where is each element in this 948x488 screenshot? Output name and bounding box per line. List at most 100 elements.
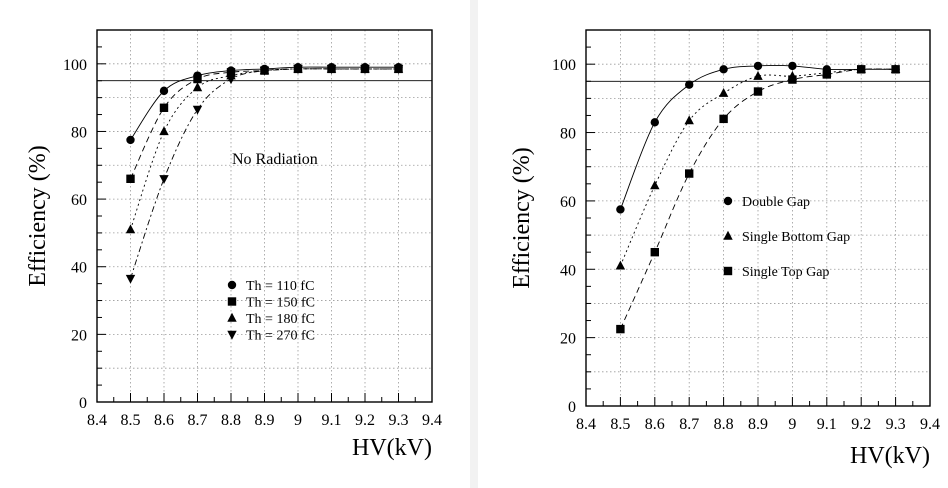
grid — [586, 30, 930, 406]
legend-marker — [723, 266, 733, 276]
data-point — [360, 65, 370, 75]
data-point — [615, 260, 626, 270]
data-point — [126, 135, 135, 145]
x-axis-label: HV(kV) — [352, 435, 432, 461]
data-point — [126, 174, 135, 183]
x-tick-label: 8.8 — [221, 412, 241, 429]
data-point — [857, 65, 866, 74]
y-axis-label: Efficiency (%) — [509, 147, 535, 288]
efficiency-chart-gap-configurations: 8.4 8.5 8.6 8.7 8.8 8.9 9 9.1 9.2 9.3 9.4 0 20 40 60 80… — [509, 29, 940, 469]
legend-marker — [227, 280, 237, 290]
legend-label: Th = 180 fC — [246, 312, 315, 327]
x-tick-label: 9 — [788, 416, 796, 433]
panel-separator — [470, 0, 478, 488]
chart-panel-right: 8.4 8.5 8.6 8.7 8.8 8.9 9 9.1 9.2 9.3 9.4 0 20 40 60 80… — [478, 0, 948, 488]
legend-marker — [723, 230, 733, 240]
legend-marker — [723, 196, 733, 206]
x-tick-label: 9.3 — [389, 412, 409, 429]
x-tick-label: 8.4 — [87, 412, 107, 429]
data-point — [685, 80, 694, 89]
x-tick-label: 8.9 — [748, 416, 768, 433]
data-point — [616, 205, 625, 214]
data-point — [822, 70, 831, 79]
data-point — [650, 118, 659, 127]
x-tick-label: 8.5 — [121, 412, 141, 429]
x-tick-label: 9 — [294, 412, 302, 429]
data-point — [393, 65, 404, 75]
data-point — [125, 274, 136, 284]
data-point — [650, 247, 659, 257]
legend-label: Double Gap — [742, 195, 810, 210]
y-tick-label: 0 — [568, 399, 576, 416]
chart-annotation: No Radiation — [232, 151, 318, 168]
legend: Double Gap Single Bottom Gap Single Top Ga… — [723, 195, 850, 280]
series-line — [619, 68, 896, 330]
data-point — [159, 175, 169, 184]
y-tick-label: 40 — [71, 260, 87, 277]
data-point — [326, 65, 337, 75]
x-tick-label: 8.5 — [610, 416, 630, 433]
legend-marker — [227, 297, 237, 306]
data-point — [753, 70, 763, 80]
x-tick-label: 9.4 — [422, 412, 442, 429]
data-point — [719, 65, 728, 74]
legend-marker — [227, 330, 237, 340]
x-tick-label: 8.6 — [645, 416, 665, 433]
data-point — [753, 61, 763, 71]
data-point — [125, 224, 136, 234]
y-axis-label: Efficiency (%) — [25, 145, 51, 286]
x-tick-label: 9.1 — [322, 412, 342, 429]
legend-label: Th = 150 fC — [246, 296, 315, 311]
data-point — [616, 324, 625, 334]
x-tick-label: 9.4 — [920, 416, 940, 433]
series-line — [130, 68, 399, 279]
data-point — [159, 103, 169, 112]
axis-ticks — [96, 29, 433, 403]
y-tick-label: 40 — [560, 262, 576, 279]
y-tick-label: 100 — [552, 57, 576, 74]
x-tick-label: 9.2 — [851, 416, 871, 433]
data-point — [193, 74, 202, 84]
x-tick-label: 8.7 — [188, 412, 208, 429]
y-tick-label: 80 — [71, 124, 87, 141]
grid — [97, 30, 432, 402]
data-point — [159, 126, 169, 136]
data-point — [226, 75, 236, 85]
series-3 — [125, 65, 404, 284]
y-tick-label: 60 — [560, 194, 576, 211]
y-tick-label: 20 — [560, 331, 576, 348]
x-axis-label: HV(kV) — [850, 443, 930, 469]
x-tick-label: 8.6 — [154, 412, 174, 429]
series-line — [130, 68, 399, 230]
legend-marker — [227, 312, 237, 322]
data-point — [719, 114, 728, 124]
data-point — [684, 115, 694, 125]
x-tick-label: 9.2 — [355, 412, 375, 429]
series-2 — [616, 65, 900, 334]
y-tick-label: 100 — [63, 57, 87, 74]
efficiency-chart-no-radiation: 8.4 8.5 8.6 8.7 8.8 8.9 9 9.1 9.2 9.3 9.4 0 20 40 60 80… — [25, 29, 442, 461]
data-point — [192, 105, 203, 115]
x-tick-label: 8.7 — [679, 416, 699, 433]
y-tick-label: 0 — [79, 395, 87, 412]
data-point — [159, 86, 169, 96]
legend-label: Single Bottom Gap — [742, 230, 850, 245]
x-tick-label: 8.9 — [255, 412, 275, 429]
data-point — [192, 82, 203, 92]
data-point — [650, 180, 660, 190]
data-point — [753, 87, 763, 96]
data-point — [718, 88, 729, 97]
chart-panel-left: 8.4 8.5 8.6 8.7 8.8 8.9 9 9.1 9.2 9.3 9.4 0 20 40 60 80… — [0, 0, 470, 488]
y-tick-label: 20 — [71, 327, 87, 344]
data-point — [259, 66, 270, 76]
x-tick-label: 8.8 — [714, 416, 734, 433]
y-tick-label: 80 — [560, 126, 576, 143]
data-point — [788, 61, 797, 71]
legend-label: Single Top Gap — [742, 265, 829, 280]
data-point — [891, 65, 900, 74]
legend-label: Th = 110 fC — [246, 279, 314, 294]
legend-label: Th = 270 fC — [246, 329, 315, 344]
data-point — [293, 65, 303, 75]
data-point — [685, 169, 694, 178]
